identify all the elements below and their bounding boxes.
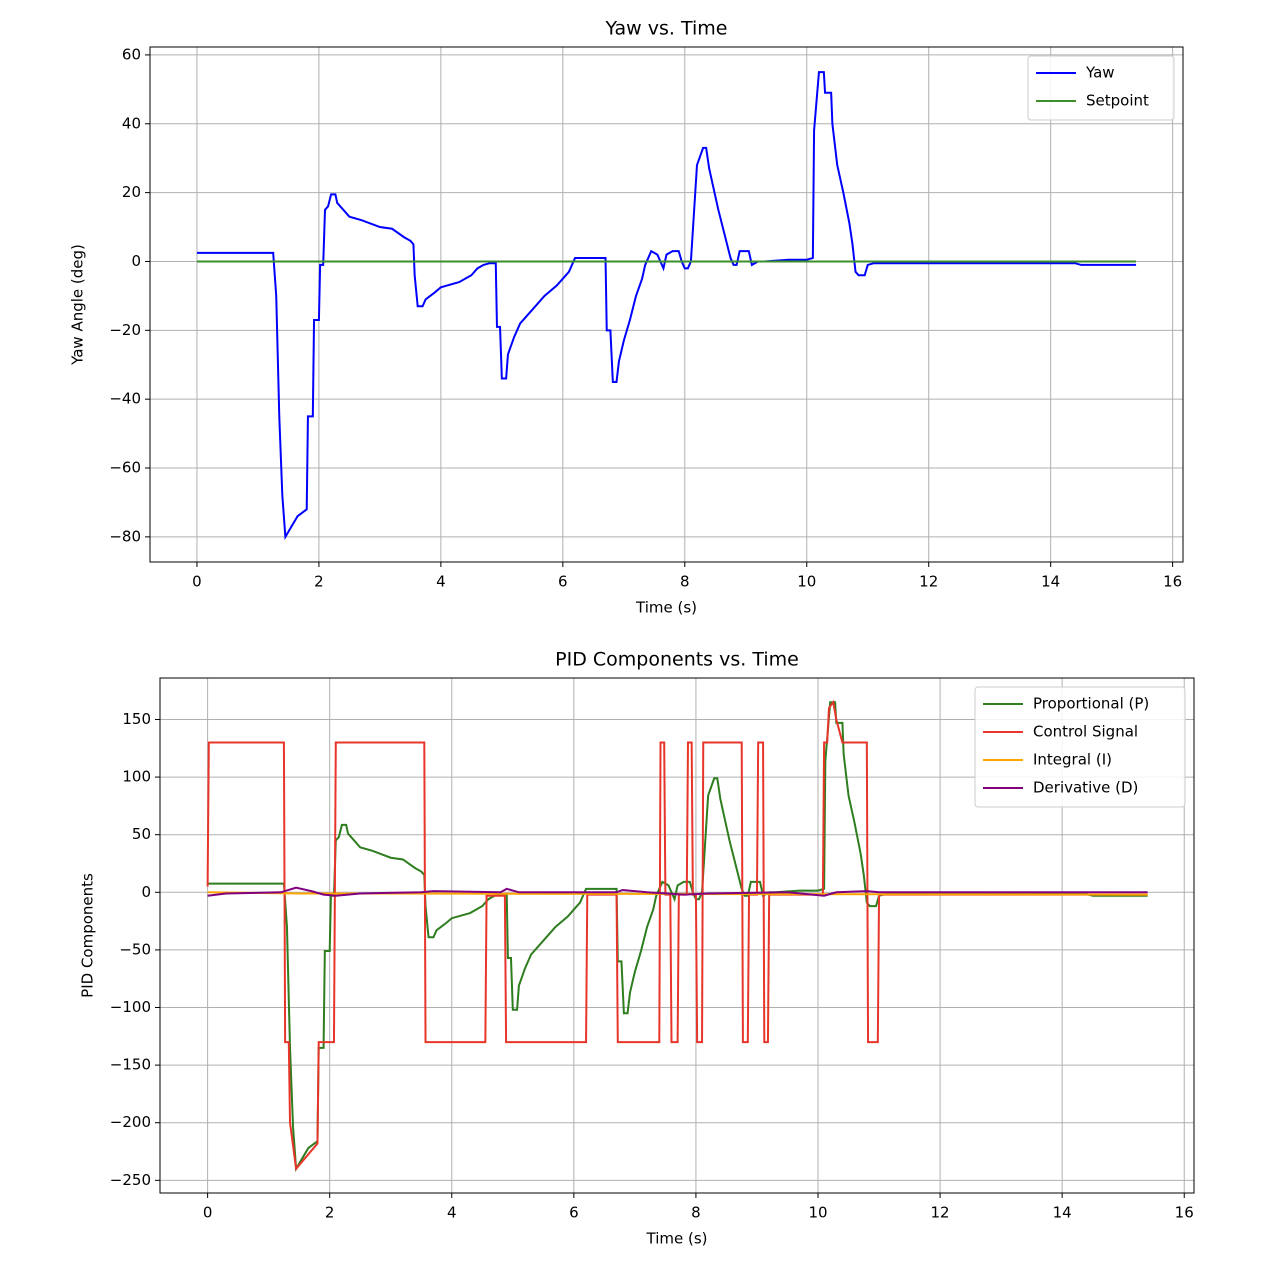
x-tick-label: 10	[797, 573, 816, 591]
legend-label: Derivative (D)	[1033, 779, 1138, 797]
series-line	[206, 699, 1148, 1172]
y-tick-label: −20	[109, 321, 141, 339]
y-tick-label: 100	[122, 768, 151, 786]
y-axis-label: Yaw Angle (deg)	[69, 244, 87, 366]
legend-label: Yaw	[1085, 64, 1115, 82]
x-tick-label: 8	[680, 573, 690, 591]
y-tick-label: −50	[119, 940, 151, 958]
y-tick-label: −250	[110, 1171, 151, 1189]
y-tick-label: 20	[122, 183, 141, 201]
x-axis-label: Time (s)	[635, 599, 697, 617]
subplot: 0 2 4 6 8 10 12 14 16 −250 −200 −150 −100 −50 0 50 100 15…	[79, 649, 1195, 1248]
x-tick-label: 6	[569, 1204, 579, 1222]
x-tick-label: 0	[192, 573, 202, 591]
legend-label: Integral (I)	[1033, 751, 1112, 769]
x-tick-label: 4	[436, 573, 446, 591]
y-tick-label: −40	[109, 390, 141, 408]
chart-title: PID Components vs. Time	[555, 649, 799, 671]
y-tick-label: 50	[132, 825, 151, 843]
legend-box	[974, 686, 1186, 808]
series-line	[196, 71, 1137, 541]
legend-label: Control Signal	[1033, 723, 1138, 741]
y-tick-label: 0	[141, 883, 151, 901]
subplot: 0 2 4 6 8 10 12 14 16 −80 −60 −40 −20 0 20 40 60 Yaw vs. …	[69, 18, 1184, 617]
x-tick-label: 4	[447, 1204, 457, 1222]
y-tick-label: −60	[109, 459, 141, 477]
x-tick-label: 0	[203, 1204, 213, 1222]
y-tick-label: −100	[110, 998, 151, 1016]
y-tick-label: 60	[122, 45, 141, 63]
x-tick-label: 8	[691, 1204, 701, 1222]
y-axis-label: PID Components	[79, 873, 97, 998]
y-tick-label: −80	[109, 527, 141, 545]
plot-frame	[159, 677, 1195, 1194]
x-tick-label: 14	[1041, 573, 1060, 591]
y-tick-label: −150	[110, 1056, 151, 1074]
x-tick-label: 16	[1163, 573, 1182, 591]
plot-frame	[149, 46, 1184, 563]
x-tick-label: 12	[931, 1204, 950, 1222]
legend-label: Setpoint	[1086, 92, 1149, 110]
y-tick-label: 0	[131, 252, 141, 270]
chart-title: Yaw vs. Time	[605, 18, 728, 40]
x-tick-label: 14	[1053, 1204, 1072, 1222]
x-axis-label: Time (s)	[646, 1230, 708, 1248]
x-tick-label: 16	[1175, 1204, 1194, 1222]
y-tick-label: 150	[122, 710, 151, 728]
x-tick-label: 10	[808, 1204, 827, 1222]
x-tick-label: 6	[558, 573, 568, 591]
y-tick-label: 40	[122, 114, 141, 132]
legend-label: Proportional (P)	[1033, 695, 1149, 713]
x-tick-label: 2	[314, 573, 324, 591]
x-tick-label: 12	[919, 573, 938, 591]
x-tick-label: 2	[325, 1204, 335, 1222]
series-line	[207, 886, 1148, 897]
y-tick-label: −200	[110, 1113, 151, 1131]
